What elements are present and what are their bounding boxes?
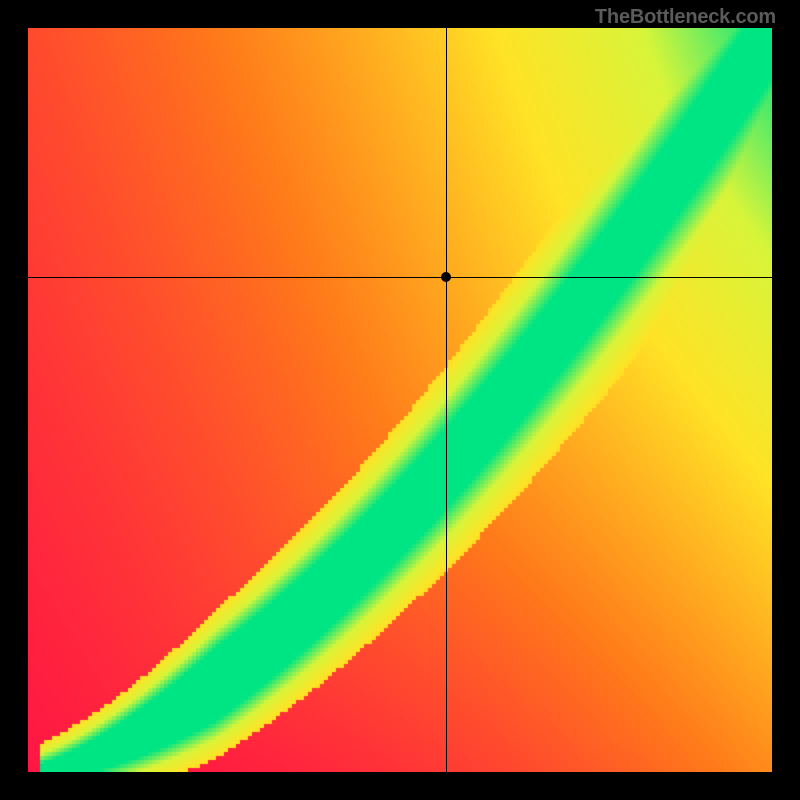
crosshair-vertical [446, 28, 447, 772]
plot-area [28, 28, 772, 772]
chart-container: TheBottleneck.com [0, 0, 800, 800]
heatmap-canvas [28, 28, 772, 772]
selected-point-marker [441, 272, 451, 282]
watermark-text: TheBottleneck.com [595, 6, 776, 29]
crosshair-horizontal [28, 277, 772, 278]
